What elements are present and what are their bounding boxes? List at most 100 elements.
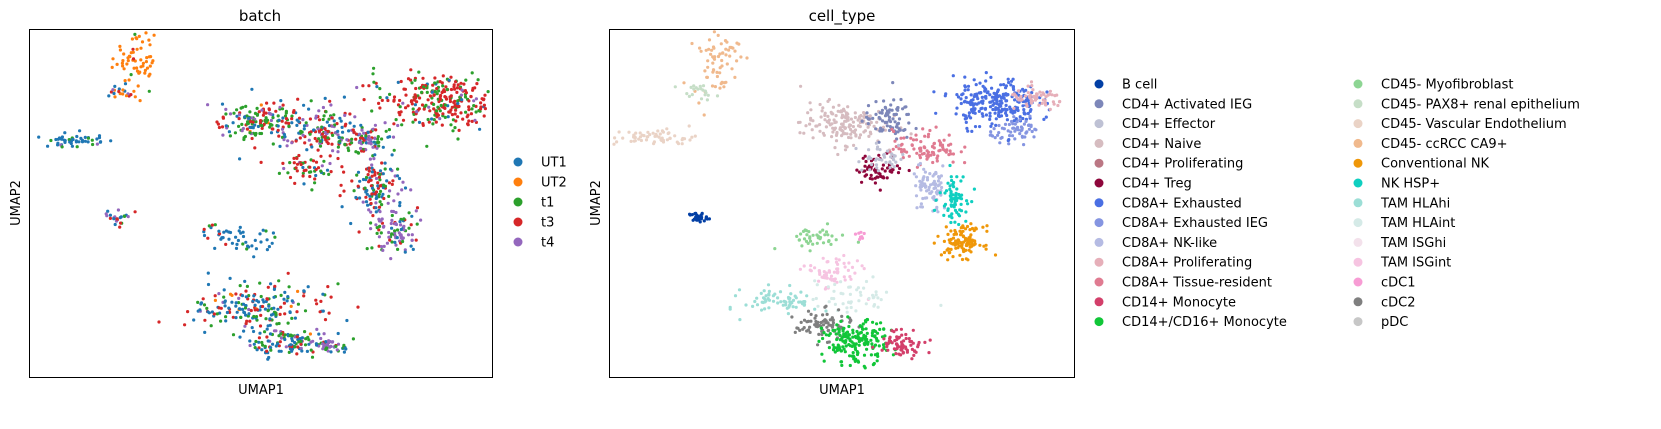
scatter-point (799, 84, 803, 88)
scatter-point (691, 218, 695, 222)
scatter-point (716, 54, 721, 59)
scatter-point (951, 160, 955, 164)
scatter-point (95, 142, 99, 146)
scatter-point (221, 236, 225, 240)
scatter-point (992, 127, 996, 131)
scatter-point (956, 239, 960, 243)
scatter-point (373, 153, 377, 157)
scatter-point (271, 312, 275, 316)
scatter-point (809, 108, 813, 112)
scatter-point (390, 182, 394, 186)
scatter-point (862, 286, 866, 290)
scatter-point (271, 116, 275, 120)
scatter-point (934, 171, 938, 176)
scatter-point (910, 143, 914, 147)
scatter-point (874, 100, 878, 104)
scatter-point (828, 123, 832, 127)
scatter-point (356, 151, 360, 155)
scatter-point (372, 66, 376, 70)
scatter-point (876, 305, 880, 309)
scatter-point (994, 123, 998, 127)
scatter-point (139, 46, 143, 50)
scatter-point (854, 336, 858, 340)
scatter-point (851, 328, 855, 332)
scatter-point (937, 183, 941, 187)
scatter-point (834, 332, 838, 336)
scatter-point (821, 336, 825, 341)
legend-label: TAM ISGhi (1380, 236, 1446, 251)
scatter-point (454, 108, 458, 112)
scatter-point (403, 250, 407, 254)
scatter-point (862, 130, 866, 134)
scatter-point (986, 90, 990, 94)
scatter-point (992, 95, 997, 99)
scatter-point (315, 343, 319, 347)
scatter-point (705, 75, 710, 79)
scatter-point (129, 73, 133, 77)
scatter-point (401, 118, 406, 122)
legend-label: TAM HLAint (1380, 216, 1455, 231)
scatter-point (931, 151, 936, 155)
scatter-point (322, 332, 326, 336)
scatter-point (322, 344, 326, 349)
scatter-point (269, 348, 273, 352)
legend-marker (1094, 198, 1104, 208)
scatter-point (821, 323, 826, 327)
legend-label: UT1 (541, 156, 567, 171)
scatter-point (277, 118, 281, 122)
scatter-point (895, 164, 900, 168)
scatter-point (817, 339, 821, 343)
scatter-point (209, 324, 213, 328)
scatter-point (307, 138, 311, 142)
scatter-point (720, 58, 724, 63)
scatter-point (406, 233, 411, 237)
scatter-point (853, 111, 857, 115)
scatter-point (228, 112, 233, 116)
scatter-point (276, 307, 280, 311)
scatter-point (297, 116, 302, 120)
scatter-point (1026, 111, 1030, 116)
scatter-point (991, 107, 995, 112)
scatter-point (447, 78, 451, 82)
scatter-point (864, 340, 868, 344)
scatter-point (918, 146, 922, 151)
scatter-point (399, 79, 403, 84)
scatter-point (839, 360, 843, 364)
scatter-point (656, 129, 660, 133)
scatter-point (846, 105, 850, 109)
scatter-point (927, 132, 931, 136)
scatter-point (941, 164, 945, 168)
scatter-point (919, 188, 923, 192)
scatter-point (332, 113, 336, 117)
scatter-point (857, 343, 861, 347)
scatter-point (252, 255, 256, 259)
scatter-point (238, 225, 242, 229)
scatter-point (1005, 118, 1010, 122)
scatter-point (984, 113, 989, 117)
batch-axes-frame (29, 29, 493, 378)
scatter-point (959, 233, 963, 237)
scatter-point (324, 340, 328, 344)
scatter-point (735, 59, 739, 63)
scatter-point (147, 89, 151, 93)
scatter-point (354, 132, 358, 136)
scatter-point (665, 127, 669, 131)
scatter-point (426, 98, 430, 102)
scatter-point (348, 121, 352, 125)
scatter-point (302, 182, 306, 186)
scatter-point (1008, 107, 1013, 111)
scatter-point (290, 141, 294, 145)
scatter-point (830, 135, 834, 139)
scatter-point (232, 111, 236, 115)
scatter-point (988, 133, 992, 137)
scatter-point (342, 350, 346, 354)
scatter-point (947, 133, 951, 137)
scatter-point (1007, 122, 1012, 127)
scatter-point (347, 129, 351, 133)
scatter-point (924, 184, 928, 188)
scatter-point (463, 95, 468, 99)
scatter-point (814, 314, 818, 318)
scatter-point (390, 240, 394, 244)
scatter-point (712, 57, 717, 61)
scatter-point (224, 124, 228, 128)
